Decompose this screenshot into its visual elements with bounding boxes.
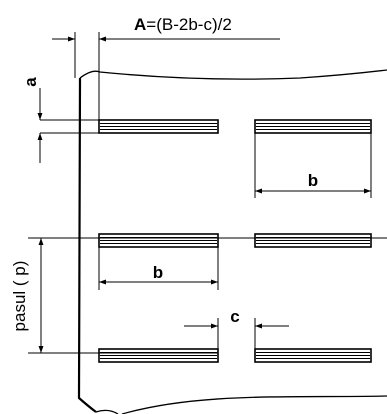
pitch-label: pasul ( p): [10, 261, 29, 332]
slot-row-1: [98, 119, 372, 134]
slot-row-3: [98, 348, 372, 363]
slot-row-1-right: [254, 119, 372, 134]
formula-rest: =(B-2b-c)/2: [146, 15, 232, 34]
slot-row-2-right: [254, 233, 372, 248]
sheet-left-edge: [77, 77, 97, 413]
slot-row-3-left: [98, 348, 219, 363]
sheet-top-break-line: [79, 69, 387, 80]
formula-bold: A: [134, 15, 146, 34]
dimension-a: [37, 88, 99, 163]
sheet-outline: [77, 69, 387, 414]
sheet-bottom-break-line: [95, 395, 387, 414]
dimension-b-top: [254, 133, 372, 198]
dim-a-label: a: [21, 77, 40, 87]
dim-c-label: c: [230, 307, 239, 326]
slot-row-2-left: [98, 233, 219, 248]
formula-label: A=(B-2b-c)/2: [134, 15, 232, 34]
slot-row-2: [98, 233, 372, 248]
slot-row-3-right: [254, 348, 372, 363]
slot-row-1-left: [98, 119, 219, 134]
dim-b-top-label: b: [308, 171, 318, 190]
dim-b-bottom-label: b: [153, 263, 163, 282]
dimension-c: [184, 318, 289, 352]
dimension-b-bottom: [98, 247, 219, 290]
